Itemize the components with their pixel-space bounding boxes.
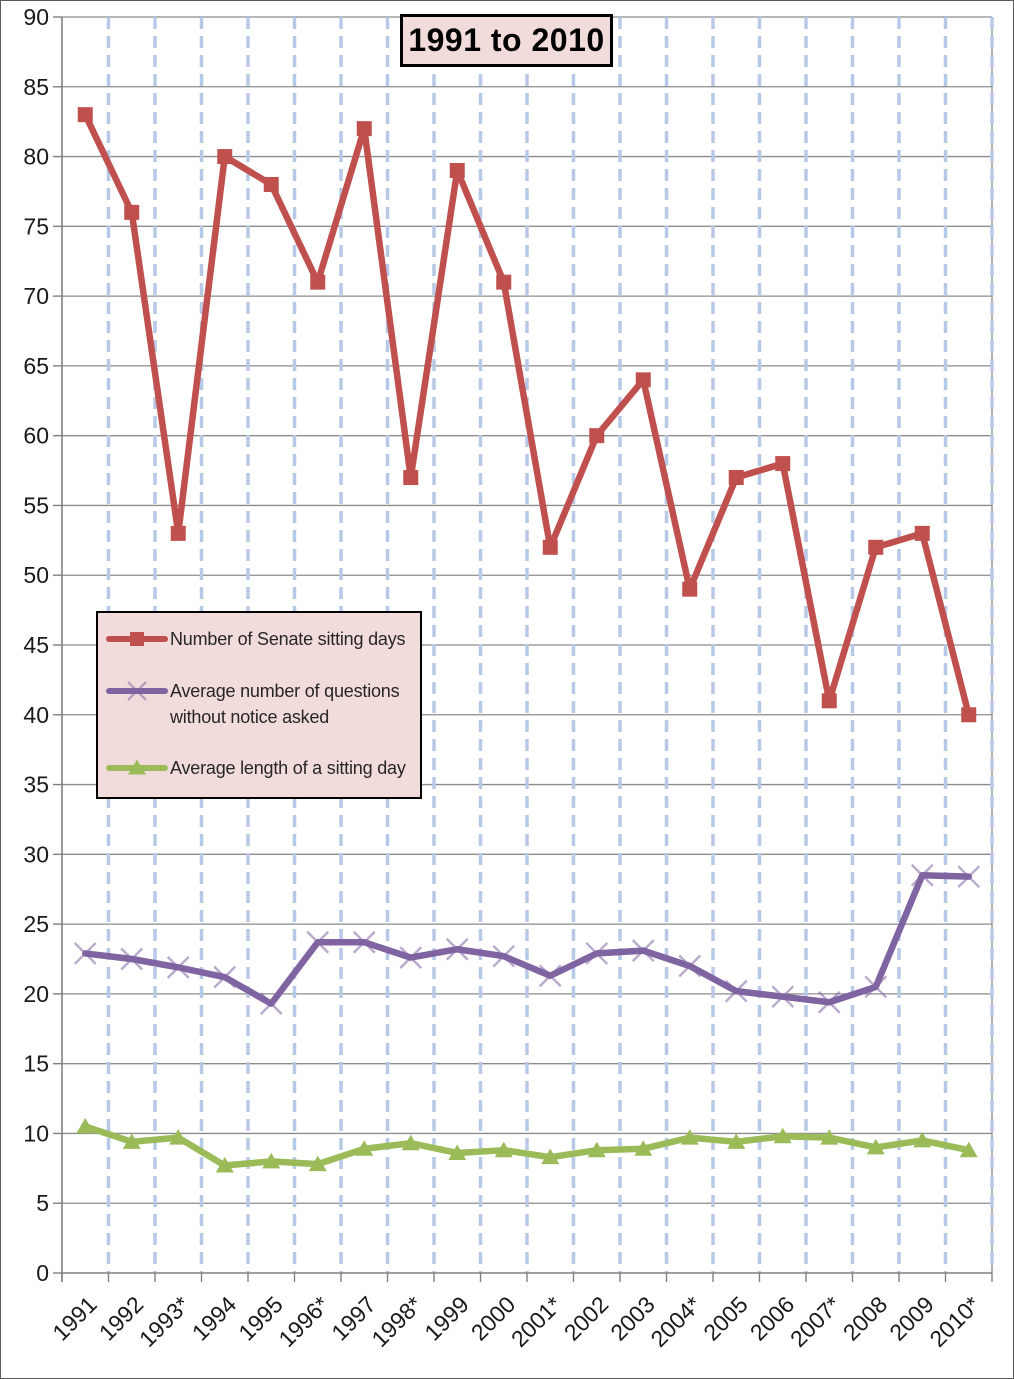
x-tick-label: 1993* xyxy=(134,1291,195,1352)
legend-item-sitting-days: Number of Senate sitting days xyxy=(106,626,412,652)
legend-x-marker-icon xyxy=(106,680,168,701)
x-axis-tick-labels: 199119921993*199419951996*19971998*19992… xyxy=(47,1291,985,1352)
y-tick-label: 30 xyxy=(23,841,49,867)
x-tick-label: 1996* xyxy=(273,1291,334,1352)
y-tick-label: 90 xyxy=(23,4,49,30)
series-line-2 xyxy=(82,1123,972,1169)
y-tick-label: 10 xyxy=(23,1120,49,1146)
y-tick-label: 20 xyxy=(23,981,49,1007)
y-tick-label: 65 xyxy=(23,353,49,379)
x-tick-label: 2005 xyxy=(698,1291,753,1346)
x-tick-label: 2004* xyxy=(645,1291,706,1352)
series-2 xyxy=(76,1117,978,1173)
x-tick-label: 2010* xyxy=(924,1291,985,1352)
x-tick-label: 1991 xyxy=(47,1291,102,1346)
y-tick-label: 5 xyxy=(36,1190,49,1216)
chart-title-box: 1991 to 2010 xyxy=(400,14,613,67)
series-line-1 xyxy=(82,872,972,1007)
legend-triangle-marker-icon xyxy=(106,759,168,775)
y-tick-label: 80 xyxy=(23,144,49,170)
legend-square-marker-icon xyxy=(106,632,168,646)
x-tick-label: 1994 xyxy=(187,1291,242,1346)
x-tick-label: 1998* xyxy=(366,1291,427,1352)
axes xyxy=(53,16,993,1282)
series-0 xyxy=(77,107,977,723)
y-tick-label: 35 xyxy=(23,772,49,798)
y-tick-label: 45 xyxy=(23,632,49,658)
y-tick-label: 15 xyxy=(23,1051,49,1077)
y-tick-label: 55 xyxy=(23,492,49,518)
y-tick-label: 70 xyxy=(23,283,49,309)
legend-item-sitting-length: Average length of a sitting day xyxy=(106,755,412,781)
y-tick-label: 50 xyxy=(23,562,49,588)
y-tick-label: 40 xyxy=(23,702,49,728)
y-tick-label: 25 xyxy=(23,911,49,937)
x-tick-label: 2008 xyxy=(838,1291,893,1346)
chart-title: 1991 to 2010 xyxy=(408,22,605,58)
series-line-0 xyxy=(82,111,972,719)
series-1 xyxy=(73,863,981,1016)
x-tick-label: 1999 xyxy=(419,1291,474,1346)
x-tick-label: 2001* xyxy=(506,1291,567,1352)
x-tick-label: 2002 xyxy=(559,1291,614,1346)
legend-label-sitting-days: Number of Senate sitting days xyxy=(170,629,406,649)
y-tick-label: 85 xyxy=(23,74,49,100)
legend-item-questions: Average number of questions without noti… xyxy=(106,678,412,730)
legend: Number of Senate sitting days Average nu… xyxy=(96,611,422,799)
x-tick-label: 2007* xyxy=(785,1291,846,1352)
y-axis-tick-labels: 0 5 10 15 20 25 30 35 40 45 50 55 60 65 70 75 80 85 90 xyxy=(23,4,49,1286)
y-tick-label: 60 xyxy=(23,423,49,449)
y-tick-label: 75 xyxy=(23,213,49,239)
y-tick-label: 0 xyxy=(36,1260,49,1286)
legend-label-questions: Average number of questions without noti… xyxy=(170,680,400,727)
legend-label-sitting-length: Average length of a sitting day xyxy=(170,758,406,778)
